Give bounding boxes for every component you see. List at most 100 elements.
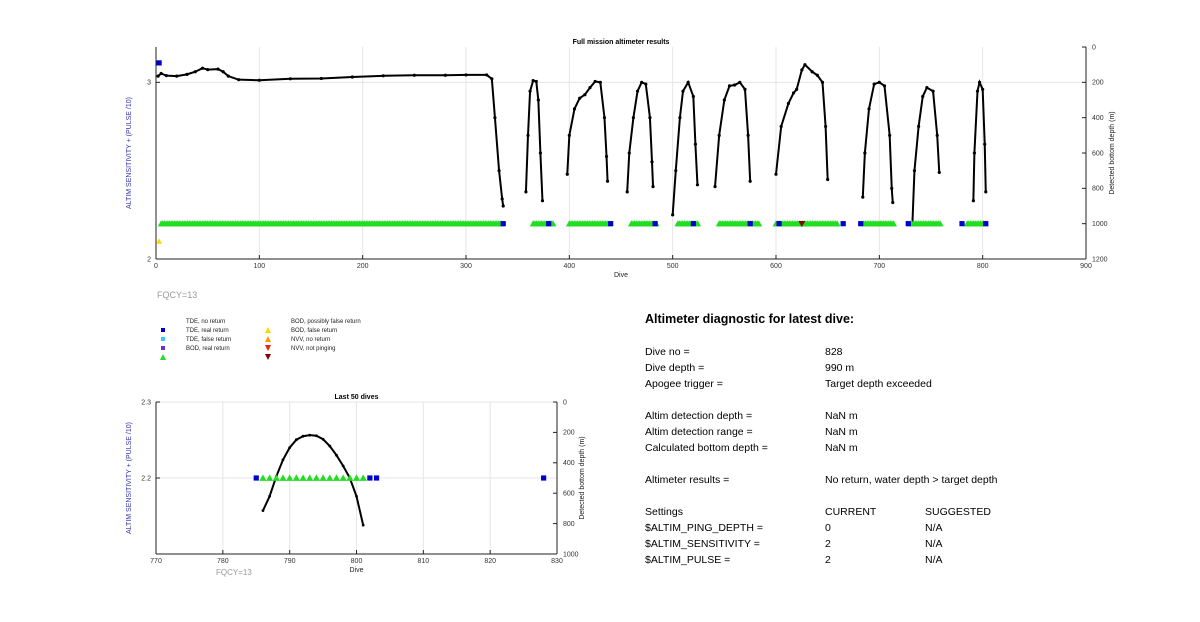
- depth-point: [493, 116, 497, 120]
- depth-point: [321, 437, 325, 441]
- depth-point: [890, 186, 894, 190]
- depth-point: [803, 63, 807, 67]
- depth-point: [315, 434, 318, 438]
- diag-value-dive-depth: 990 m: [825, 362, 855, 374]
- diag-value-apogee: Target depth exceeded: [825, 378, 932, 390]
- x-tick-label: 0: [154, 263, 158, 270]
- bod-real-return-marker: [279, 474, 287, 481]
- depth-point: [526, 133, 530, 137]
- depth-point: [335, 453, 338, 457]
- setting-current-ping-depth: 0: [825, 522, 831, 534]
- depth-point: [528, 89, 532, 93]
- y-right-tick-label: 800: [563, 521, 575, 528]
- tde-no-return-marker: [690, 221, 696, 227]
- legend-symbol: [160, 347, 166, 360]
- x-tick-label: 900: [1080, 263, 1092, 270]
- depth-point: [824, 124, 828, 129]
- depth-point: [261, 509, 265, 513]
- depth-point: [257, 78, 261, 82]
- tde-no-return-marker: [546, 221, 552, 227]
- legend: TDE, no return TDE, real return TDE, false…: [160, 319, 420, 360]
- depth-point: [538, 151, 543, 155]
- legend-symbol: [265, 320, 271, 333]
- bod-real-return-marker: [890, 220, 897, 227]
- depth-point: [678, 116, 682, 120]
- y-right-tick-label: 200: [563, 430, 575, 437]
- x-tick-label: 830: [551, 558, 563, 565]
- depth-point: [791, 91, 796, 95]
- legend-square-icon: [161, 337, 165, 341]
- depth-point: [717, 133, 721, 137]
- depth-point: [319, 76, 323, 81]
- depth-point: [888, 133, 892, 137]
- diag-label-dive-no: Dive no =: [645, 346, 690, 358]
- y-right-axis-label: Detected bottom depth (m): [1109, 111, 1116, 194]
- depth-point: [583, 93, 587, 97]
- depth-point: [786, 101, 791, 106]
- last-50-dives-chart: 770 780 790 800 810 820 830 2.2 2.3 0 200 400 600 800…: [126, 394, 586, 574]
- nvv-not-pinging-marker: [798, 220, 806, 228]
- legend-symbol: [160, 320, 166, 332]
- depth-point: [159, 71, 163, 76]
- depth-point: [977, 80, 982, 84]
- legend-triangle-up-icon: [265, 336, 271, 342]
- depth-point: [743, 87, 747, 91]
- diag-value-detection-depth: NaN m: [825, 410, 858, 422]
- tde-no-return-marker: [905, 221, 911, 227]
- diag-label-detection-range: Altim detection range =: [645, 426, 753, 438]
- y-left-axis-label: ALTIM SENSITIVITY + (PULSE /10): [126, 422, 133, 534]
- legend-square-icon: [161, 328, 165, 332]
- depth-point: [861, 195, 865, 199]
- tde-no-return-marker: [840, 221, 846, 227]
- diagnostic-panel: Altimeter diagnostic for latest dive: Di…: [645, 312, 1145, 572]
- depth-point: [301, 434, 305, 438]
- setting-current-pulse: 2: [825, 554, 831, 566]
- legend-label: NVV, no return: [291, 337, 331, 343]
- depth-line: [626, 81, 655, 192]
- depth-point: [193, 70, 197, 74]
- bod-real-return-marker: [259, 474, 267, 481]
- depth-point: [206, 68, 210, 72]
- depth-point: [237, 78, 241, 82]
- fqcy-small-label: FQCY=13: [216, 568, 252, 577]
- legend-triangle-up-icon: [265, 327, 271, 333]
- diag-label-apogee: Apogee trigger =: [645, 378, 723, 390]
- x-tick-label: 820: [484, 558, 496, 565]
- legend-label: TDE, real return: [186, 328, 229, 334]
- depth-point: [175, 74, 179, 78]
- tde-no-return-marker: [776, 221, 782, 227]
- depth-point: [226, 74, 230, 78]
- depth-point: [540, 199, 545, 203]
- depth-point: [650, 160, 654, 164]
- depth-line: [911, 86, 941, 224]
- bod-real-return-marker: [833, 220, 841, 227]
- y-right-tick-label: 400: [563, 460, 575, 467]
- depth-point: [917, 124, 921, 129]
- legend-label: NVV, not pinging: [291, 346, 336, 352]
- depth-line: [262, 434, 365, 526]
- bod-real-return-marker: [326, 474, 334, 481]
- y-left-tick-label: 2.3: [141, 399, 151, 406]
- diag-label-dive-depth: Dive depth =: [645, 362, 705, 374]
- setting-current-sensitivity: 2: [825, 538, 831, 550]
- setting-suggested-sensitivity: N/A: [925, 538, 943, 550]
- depth-point: [485, 73, 489, 77]
- depth-point: [501, 204, 505, 208]
- depth-point: [984, 190, 988, 194]
- bod-real-return-marker: [346, 474, 354, 481]
- x-tick-label: 100: [253, 263, 265, 270]
- depth-line: [972, 79, 987, 201]
- depth-point: [644, 82, 648, 86]
- legend-triangle-up-icon: [160, 354, 166, 360]
- tde-no-return-marker: [608, 221, 614, 227]
- y-right-axis-label: Detected bottom depth (m): [579, 436, 586, 519]
- diag-value-bottom-depth: NaN m: [825, 442, 858, 454]
- depth-point: [972, 151, 977, 155]
- y-right-tick-label: 0: [563, 399, 567, 406]
- depth-point: [464, 73, 468, 77]
- depth-point: [674, 169, 678, 173]
- depth-point: [795, 87, 799, 91]
- bod-real-return-marker: [936, 220, 944, 227]
- bod-real-return-marker: [266, 474, 274, 481]
- depth-point: [381, 74, 385, 78]
